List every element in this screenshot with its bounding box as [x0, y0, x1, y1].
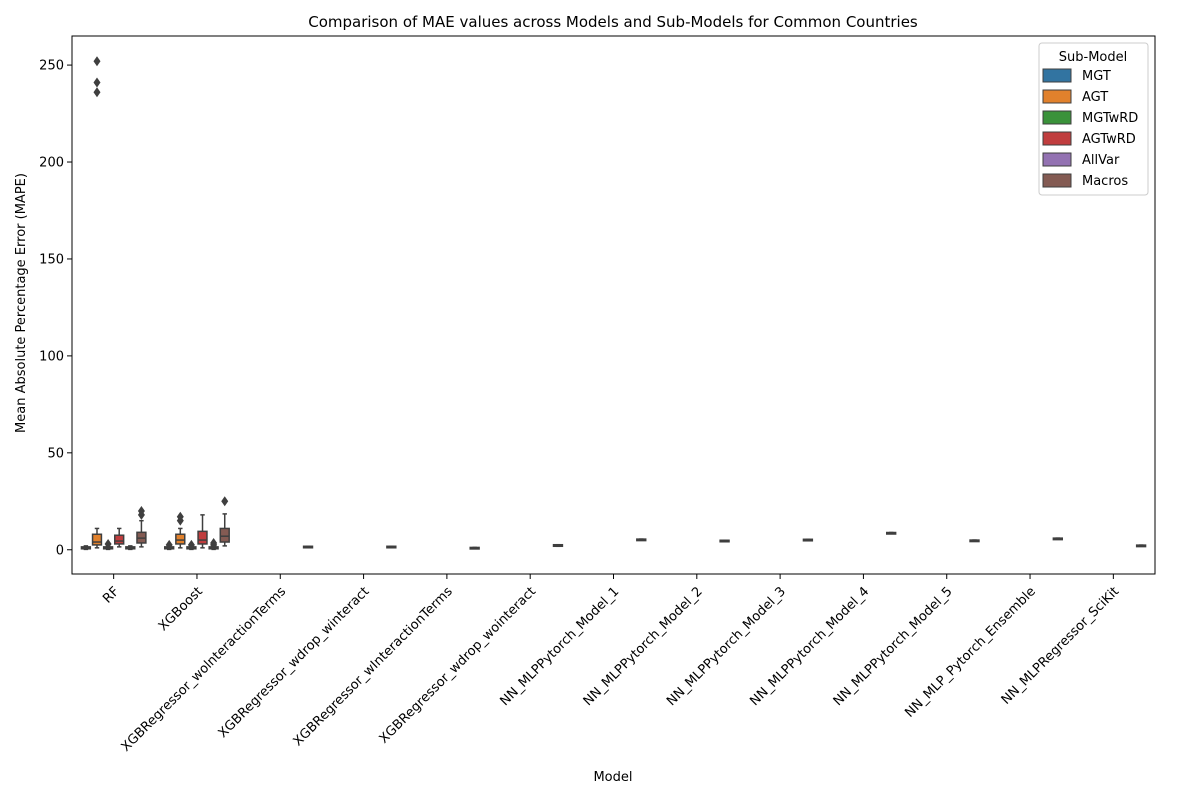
box-macros	[802, 538, 814, 542]
legend-entries: MGT AGT MGTwRD AGTwRD AllVar Macros	[1042, 68, 1138, 189]
box-body	[114, 534, 125, 545]
box-macros	[1135, 544, 1147, 548]
x-axis-label: Model	[593, 770, 632, 785]
box-mgt	[163, 539, 175, 551]
box-allvar	[208, 537, 219, 551]
outlier-point	[93, 56, 101, 67]
legend-label: AllVar	[1082, 153, 1120, 168]
box-mgtwrd	[186, 539, 197, 551]
box-agt	[91, 56, 103, 549]
legend-swatch	[1042, 152, 1072, 167]
y-tick-label: 100	[39, 349, 64, 364]
y-tick-label: 150	[39, 252, 64, 267]
legend-swatch	[1042, 89, 1072, 104]
box-agtwrd	[197, 514, 208, 549]
legend-title: Sub-Model	[1059, 50, 1127, 65]
outlier-point	[187, 539, 195, 550]
box-body	[91, 533, 103, 546]
box-mgtwrd	[102, 538, 114, 551]
box-agt	[175, 511, 186, 549]
outlier-point	[137, 505, 145, 516]
axes-frame	[71, 35, 1156, 575]
box-body	[175, 533, 186, 545]
legend-swatch	[1042, 110, 1072, 125]
box-macros	[469, 546, 480, 550]
outlier-point	[93, 77, 101, 88]
box-macros	[636, 538, 647, 542]
legend-label: Macros	[1082, 174, 1128, 189]
outlier-point	[165, 539, 173, 550]
legend-swatch	[1042, 131, 1072, 146]
box-macros	[302, 545, 314, 549]
legend-label: MGTwRD	[1082, 111, 1138, 126]
y-tick-label: 50	[47, 446, 64, 461]
legend-swatch	[1042, 173, 1072, 188]
outlier-point	[221, 496, 229, 507]
legend: Sub-Model MGT AGT MGTwRD AGTwRD AllVar Macros	[1038, 42, 1149, 196]
box-body	[219, 527, 230, 543]
box-allvar	[125, 545, 136, 551]
outlier-point	[93, 87, 101, 98]
y-tick-label: 200	[39, 156, 64, 171]
box-macros	[219, 496, 230, 547]
legend-swatch	[1042, 68, 1072, 83]
box-body	[197, 530, 208, 545]
y-axis-label: Mean Absolute Percentage Error (MAPE)	[14, 173, 29, 433]
legend-label: AGTwRD	[1082, 132, 1136, 147]
box-macros	[969, 539, 980, 543]
box-macros	[1052, 537, 1064, 541]
chart-title: Comparison of MAE values across Models a…	[308, 13, 918, 31]
box-mgt	[80, 545, 92, 551]
box-macros	[136, 505, 147, 548]
outlier-point	[176, 511, 184, 522]
outlier-point	[104, 538, 112, 549]
box-macros	[386, 545, 397, 549]
box-macros	[719, 539, 730, 543]
box-agtwrd	[114, 527, 125, 548]
legend-label: AGT	[1082, 90, 1108, 105]
outlier-point	[210, 537, 218, 548]
y-tick-label: 0	[56, 543, 64, 558]
legend-label: MGT	[1082, 69, 1111, 84]
box-macros	[552, 543, 564, 548]
box-macros	[885, 531, 897, 535]
y-tick-label: 250	[39, 59, 64, 74]
